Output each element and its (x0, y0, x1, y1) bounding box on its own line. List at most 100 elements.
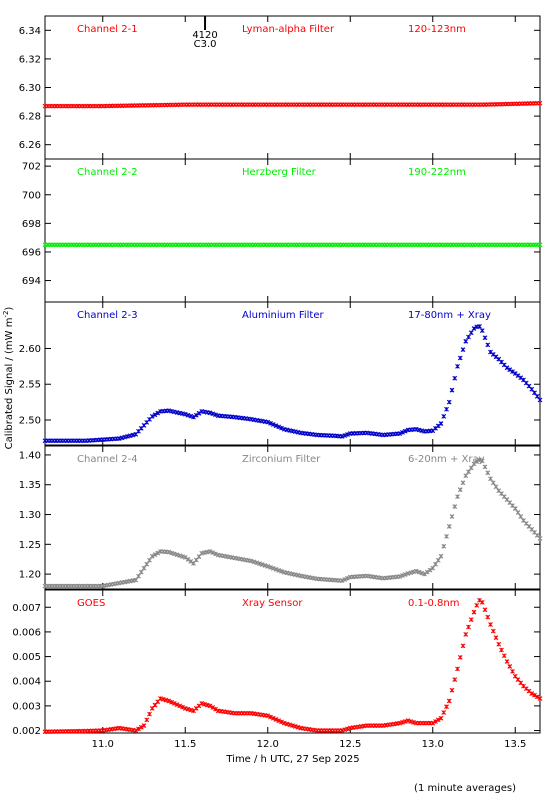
x-tick-label: 11.5 (174, 739, 196, 750)
data-point (182, 411, 188, 417)
data-point (138, 724, 144, 730)
y-axis-label-text: Calibrated Signal / (mW m (4, 318, 15, 450)
panel-label: Xray Sensor (242, 598, 303, 609)
data-point (279, 425, 284, 431)
data-point (463, 338, 469, 344)
data-point (474, 602, 480, 608)
data-point (477, 324, 482, 329)
data-point (438, 421, 444, 426)
panel-3: 2.50 2.55 2.60 Channel 2-3 Aluminium Filter 1… (19, 301, 543, 446)
data-point (441, 710, 447, 715)
data-point (490, 480, 496, 486)
data-series (42, 597, 543, 735)
y-tick-label: 1.40 (19, 450, 41, 461)
data-point (416, 569, 422, 575)
data-point (515, 510, 521, 515)
data-point (466, 334, 471, 340)
data-point (449, 687, 455, 693)
panel-label: Aluminium Filter (242, 310, 325, 321)
data-point (444, 533, 449, 539)
data-point (400, 573, 405, 578)
data-point (463, 473, 469, 479)
y-tick-label: 696 (22, 247, 41, 258)
y-tick-label: 0.003 (12, 701, 41, 712)
data-point (529, 691, 535, 696)
data-point (455, 363, 460, 369)
data-point (446, 524, 452, 529)
data-point (477, 457, 482, 463)
data-point (499, 647, 504, 653)
data-point (460, 643, 466, 649)
data-point (273, 423, 279, 429)
data-point (149, 414, 155, 419)
panel-label: Zirconium Filter (242, 454, 321, 465)
panel-5: 0.002 0.003 0.004 0.005 0.006 0.007 GOES Xray S… (12, 589, 543, 737)
panel-label: 120-123nm (408, 24, 466, 35)
panel-label: Lyman-alpha Filter (242, 24, 335, 35)
data-point (402, 572, 408, 577)
x-tick-label: 13.5 (504, 739, 526, 750)
data-point (488, 622, 493, 627)
data-point (155, 410, 161, 416)
data-point (155, 550, 161, 556)
data-point (435, 557, 441, 563)
data-point (171, 701, 177, 706)
y-tick-label: 6.32 (19, 54, 41, 65)
panel-label: Channel 2-1 (77, 24, 138, 35)
data-point (493, 635, 499, 641)
data-point (149, 553, 155, 559)
data-point (507, 664, 513, 669)
data-point (433, 719, 438, 724)
data-point (419, 570, 425, 576)
panel-frame (44, 158, 541, 303)
data-point (188, 413, 194, 419)
data-point (455, 666, 460, 672)
y-axis-label-exponent: -2 (2, 311, 10, 318)
y-tick-label: 6.34 (19, 26, 41, 37)
data-point (510, 369, 515, 374)
data-point (185, 412, 191, 418)
data-point (210, 550, 216, 556)
data-point (402, 428, 408, 434)
y-tick-label: 1.20 (19, 570, 41, 581)
data-point (279, 568, 284, 574)
panel-label: GOES (77, 598, 105, 609)
data-point (265, 713, 271, 719)
data-point (435, 717, 441, 723)
data-point (207, 703, 213, 709)
data-point (248, 558, 254, 564)
data-point (213, 412, 218, 418)
data-point (534, 694, 540, 700)
panel-label: 6-20nm + Xray (408, 454, 485, 465)
data-point (441, 543, 447, 549)
data-point (136, 573, 141, 579)
data-series (42, 457, 543, 589)
panel-frame (44, 15, 541, 160)
data-point (466, 469, 471, 475)
event-marker-label: 4120 (192, 30, 217, 41)
y-tick-label: 0.005 (12, 652, 41, 663)
data-point (191, 414, 196, 420)
data-point (537, 535, 543, 541)
data-point (537, 100, 543, 106)
data-point (479, 458, 485, 464)
data-point (485, 614, 491, 620)
data-point (180, 704, 185, 710)
data-point (457, 355, 463, 361)
data-point (147, 557, 152, 563)
data-point (482, 335, 488, 341)
data-point (446, 698, 452, 704)
data-point (504, 659, 510, 664)
panel-label: Herzberg Filter (242, 167, 317, 178)
data-point (270, 565, 276, 571)
data-point (345, 432, 350, 437)
data-point (254, 560, 260, 566)
data-point (534, 393, 540, 399)
y-tick-label: 2.50 (19, 415, 41, 426)
panel-1: 6.26 6.28 6.30 6.32 6.34 Channel 2-1 Lyman-alp… (19, 15, 543, 160)
data-point (452, 375, 458, 381)
data-point (169, 550, 174, 556)
data-point (532, 390, 537, 396)
data-point (460, 480, 466, 486)
data-point (449, 514, 455, 519)
